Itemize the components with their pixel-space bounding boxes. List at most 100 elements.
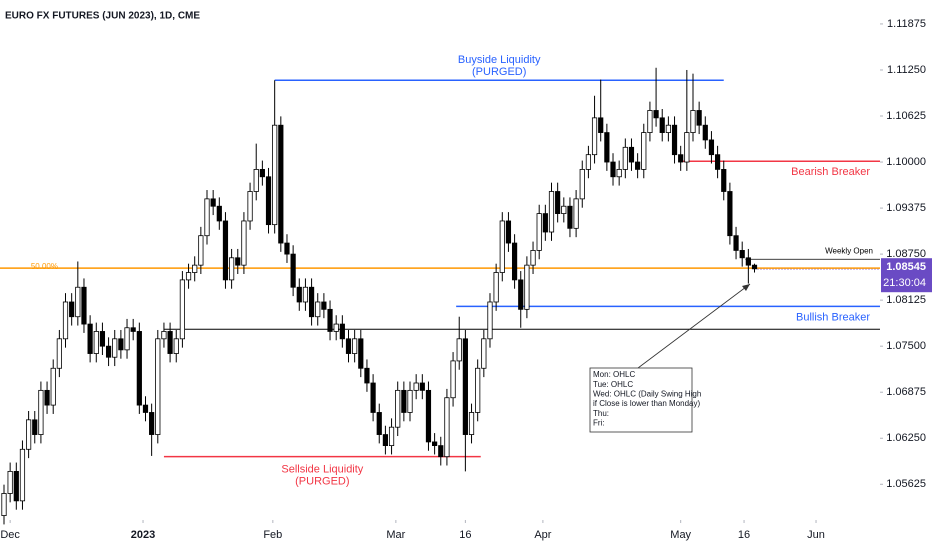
candle-body <box>690 110 696 133</box>
candle-body <box>555 191 561 214</box>
candle-body <box>308 286 315 318</box>
candle-body <box>727 191 733 237</box>
candle-body <box>345 338 352 354</box>
candle-body <box>542 213 548 233</box>
candle-body <box>745 257 751 266</box>
candle-body <box>118 338 124 351</box>
y-tick-label: 1.07500 <box>886 340 926 352</box>
note-line: Mon: OHLC <box>593 370 635 379</box>
note-arrow <box>637 283 751 369</box>
candle-body <box>591 117 598 156</box>
candle-body <box>610 161 616 178</box>
candle-body <box>339 323 345 340</box>
candle-body <box>628 146 635 163</box>
note-line: Thu: <box>593 409 609 418</box>
x-tick-label: May <box>670 529 691 541</box>
y-tick-label: 1.10000 <box>886 156 926 168</box>
level-label: Buyside Liquidity <box>458 54 541 66</box>
chart-title: EURO FX FUTURES (JUN 2023), 1D, CME <box>5 11 200 22</box>
level-label: (PURGED) <box>472 66 526 78</box>
candle-body <box>505 220 512 244</box>
candle-body <box>579 169 585 200</box>
note-line: Tue: OHLC <box>593 380 633 389</box>
candle-body <box>44 389 50 406</box>
x-tick-label: Jun <box>807 529 825 541</box>
candle-body <box>665 124 671 133</box>
level-label: 50.00% <box>31 262 58 271</box>
candle-body <box>616 169 622 178</box>
candle-body <box>604 132 610 163</box>
candle-body <box>278 124 284 244</box>
level-label: Weekly Open <box>825 246 873 255</box>
countdown-label: 21:30:04 <box>883 277 926 289</box>
candle-body <box>468 412 475 435</box>
candle-body <box>265 176 272 226</box>
candle-body <box>130 327 136 332</box>
candle-body <box>204 198 210 237</box>
candle-body <box>388 426 395 447</box>
candle-body <box>487 301 493 340</box>
candle-body <box>585 154 592 170</box>
candle-body <box>210 198 216 207</box>
candle-body <box>302 286 309 303</box>
candle-body <box>222 220 229 281</box>
candle-body <box>149 412 155 435</box>
candle-body <box>598 117 604 133</box>
candle-body <box>561 205 567 214</box>
candle-body <box>653 110 659 119</box>
x-tick-label: Apr <box>534 529 551 541</box>
candle-body <box>438 445 444 458</box>
candle-body <box>671 124 678 156</box>
x-tick-label: 16 <box>459 529 471 541</box>
candle-body <box>62 301 69 340</box>
candle-body <box>708 139 715 156</box>
candle-body <box>327 308 333 332</box>
x-tick-label: Feb <box>263 529 282 541</box>
last-price-tag <box>881 258 932 293</box>
candle-body <box>493 272 499 303</box>
y-tick-label: 1.08125 <box>886 294 926 306</box>
candle-body <box>69 301 75 318</box>
y-tick-label: 1.09375 <box>886 202 926 214</box>
candle-body <box>432 441 438 447</box>
candle-body <box>13 470 19 502</box>
candle-body <box>401 389 407 413</box>
candle-body <box>56 338 62 369</box>
candle-body <box>284 242 290 255</box>
candle-body <box>370 382 376 413</box>
candle-body <box>192 264 198 273</box>
candle-body <box>696 110 702 126</box>
level-label: Bullish Breaker <box>796 311 870 323</box>
candle-body <box>702 124 708 141</box>
x-tick-label: 16 <box>738 529 750 541</box>
y-tick-label: 1.11250 <box>887 64 926 76</box>
candle-body <box>444 397 450 458</box>
candle-body <box>530 250 536 266</box>
candle-body <box>714 154 721 170</box>
candle-body <box>296 286 302 303</box>
candle-body <box>364 367 370 384</box>
candle-body <box>142 404 149 413</box>
note-box <box>589 367 693 433</box>
candle-body <box>511 242 518 281</box>
candle-body <box>253 169 259 192</box>
candle-body <box>524 264 530 310</box>
candle-body <box>413 382 419 391</box>
candle-body <box>161 331 167 340</box>
y-tick-label: 1.10625 <box>886 110 926 122</box>
candle-body <box>290 253 296 288</box>
candle-body <box>32 419 38 435</box>
candle-body <box>1 493 7 516</box>
candle-body <box>721 169 727 192</box>
candle-body <box>136 331 142 406</box>
candle-body <box>198 235 204 266</box>
note-line: if Close is lower than Monday) <box>593 399 700 408</box>
candle-body <box>419 382 425 391</box>
candle-body <box>425 389 432 443</box>
candle-body <box>450 360 456 399</box>
candle-body <box>684 132 690 163</box>
candle-body <box>462 338 468 435</box>
